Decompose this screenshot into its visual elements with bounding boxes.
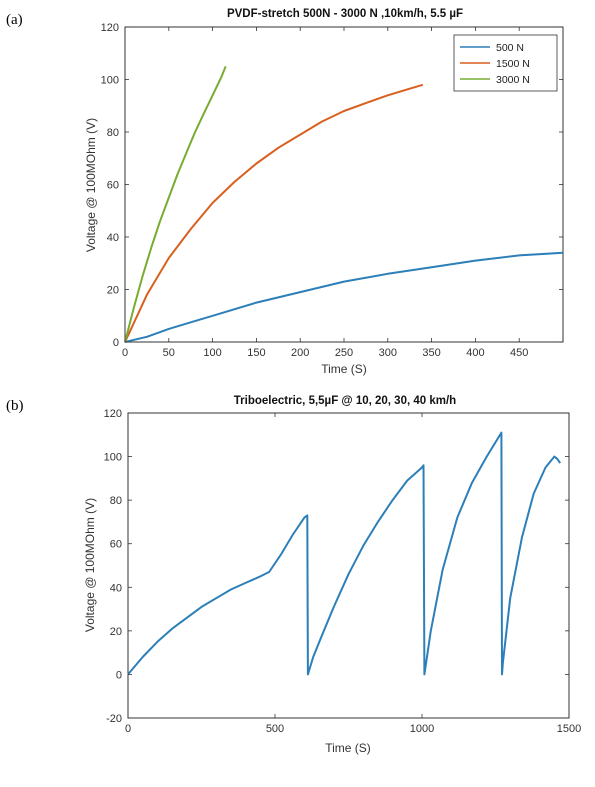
chart-0-series-500n	[124, 251, 564, 343]
chart-1-ytick-label: -20	[106, 713, 122, 725]
legend-label-3000n: 3000 N	[496, 74, 530, 86]
chart-0-xtick-label: 50	[163, 347, 175, 359]
chart-1-ytick-label: 60	[110, 539, 122, 551]
panel-label-b: (b)	[6, 398, 24, 414]
chart-b: Triboelectric, 5,5µF @ 10, 20, 30, 40 km…	[83, 395, 581, 755]
chart-1-xtick-label: 500	[266, 723, 284, 735]
panel-label-a: (a)	[6, 12, 23, 28]
chart-1-ytick-label: 20	[110, 626, 122, 638]
chart-0-xtick-label: 450	[510, 347, 528, 359]
chart-b-xlabel: Time (S)	[325, 741, 371, 755]
chart-0-ytick-label: 120	[101, 22, 119, 34]
chart-0-xtick-label: 300	[379, 347, 397, 359]
chart-0-ytick-label: 40	[107, 232, 119, 244]
chart-0-series-1500n	[124, 83, 424, 343]
chart-b-plot-area	[127, 412, 570, 719]
chart-0-series-3000n	[124, 66, 227, 343]
chart-0-xtick-label: 100	[203, 347, 221, 359]
chart-0-xtick-label: 150	[247, 347, 265, 359]
chart-1-series-s0	[127, 431, 562, 676]
chart-1-ytick-label: 120	[104, 408, 122, 420]
chart-0-ytick-label: 60	[107, 180, 119, 192]
chart-1-xtick-label: 0	[125, 723, 131, 735]
chart-0-xtick-label: 400	[466, 347, 484, 359]
chart-1-xtick-label: 1000	[410, 723, 434, 735]
legend-label-500n: 500 N	[496, 42, 524, 54]
chart-1-ytick-label: 40	[110, 582, 122, 594]
chart-0-ytick-label: 20	[107, 285, 119, 297]
chart-1-ytick-label: 0	[116, 669, 122, 681]
chart-0-xtick-label: 350	[422, 347, 440, 359]
chart-0-xtick-label: 0	[122, 347, 128, 359]
chart-0-ytick-label: 100	[101, 75, 119, 87]
chart-1-ytick-label: 80	[110, 495, 122, 507]
chart-a: PVDF-stretch 500N - 3000 N ,10km/h, 5.5 …	[84, 8, 564, 376]
chart-a-legend: 500 N 1500 N 3000 N	[453, 34, 558, 92]
chart-0-ytick-label: 0	[113, 337, 119, 349]
chart-1-xtick-label: 1500	[557, 723, 581, 735]
chart-0-ytick-label: 80	[107, 127, 119, 139]
chart-b-title: Triboelectric, 5,5µF @ 10, 20, 30, 40 km…	[234, 395, 456, 407]
legend-label-1500n: 1500 N	[496, 58, 530, 70]
chart-0-xtick-label: 250	[335, 347, 353, 359]
chart-1-ytick-label: 100	[104, 452, 122, 464]
chart-a-xlabel: Time (S)	[321, 362, 367, 376]
chart-0-xtick-label: 200	[291, 347, 309, 359]
chart-a-title: PVDF-stretch 500N - 3000 N ,10km/h, 5.5 …	[227, 8, 463, 20]
chart-a-ylabel: Voltage @ 100MOhm (V)	[84, 118, 98, 252]
chart-b-ylabel: Voltage @ 100MOhm (V)	[83, 498, 97, 632]
